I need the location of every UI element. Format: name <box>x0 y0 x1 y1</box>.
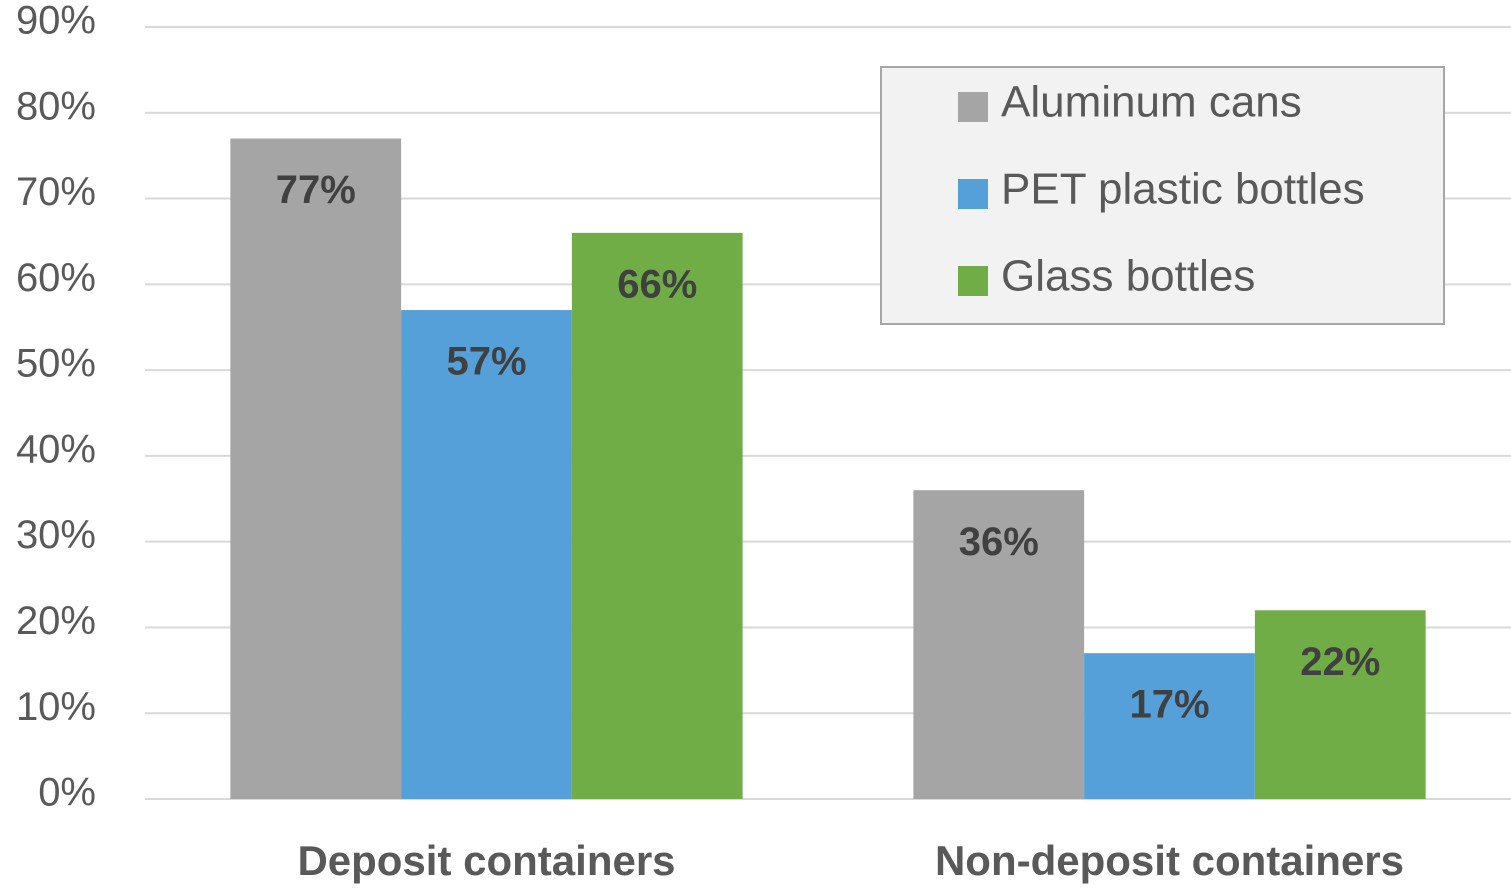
bar <box>401 310 572 799</box>
y-tick-label: 70% <box>16 170 96 214</box>
data-label: 22% <box>1300 640 1380 684</box>
x-tick-label: Deposit containers <box>297 837 675 884</box>
y-tick-label: 20% <box>16 599 96 643</box>
bar <box>1084 653 1255 799</box>
legend-label: Glass bottles <box>1001 252 1255 301</box>
y-tick-label: 80% <box>16 84 96 128</box>
bar <box>1254 610 1426 799</box>
legend-swatch <box>958 266 988 296</box>
y-tick-label: 0% <box>38 771 96 815</box>
bar <box>571 232 743 799</box>
data-label: 66% <box>617 262 697 306</box>
y-tick-label: 10% <box>16 685 96 729</box>
legend-label: PET plastic bottles <box>1001 165 1365 214</box>
data-label: 77% <box>276 168 356 212</box>
bar <box>230 138 402 799</box>
y-tick-label: 50% <box>16 342 96 386</box>
y-tick-label: 90% <box>16 0 96 43</box>
legend-label: Aluminum cans <box>1001 78 1302 127</box>
data-label: 57% <box>446 340 526 384</box>
legend-swatch <box>958 92 988 122</box>
y-tick-label: 30% <box>16 513 96 557</box>
y-tick-label: 60% <box>16 256 96 300</box>
data-label: 17% <box>1129 683 1209 727</box>
data-label: 36% <box>959 520 1039 564</box>
x-tick-label: Non-deposit containers <box>935 837 1404 884</box>
bar <box>913 490 1085 799</box>
y-tick-label: 40% <box>16 427 96 471</box>
legend-swatch <box>958 179 988 209</box>
